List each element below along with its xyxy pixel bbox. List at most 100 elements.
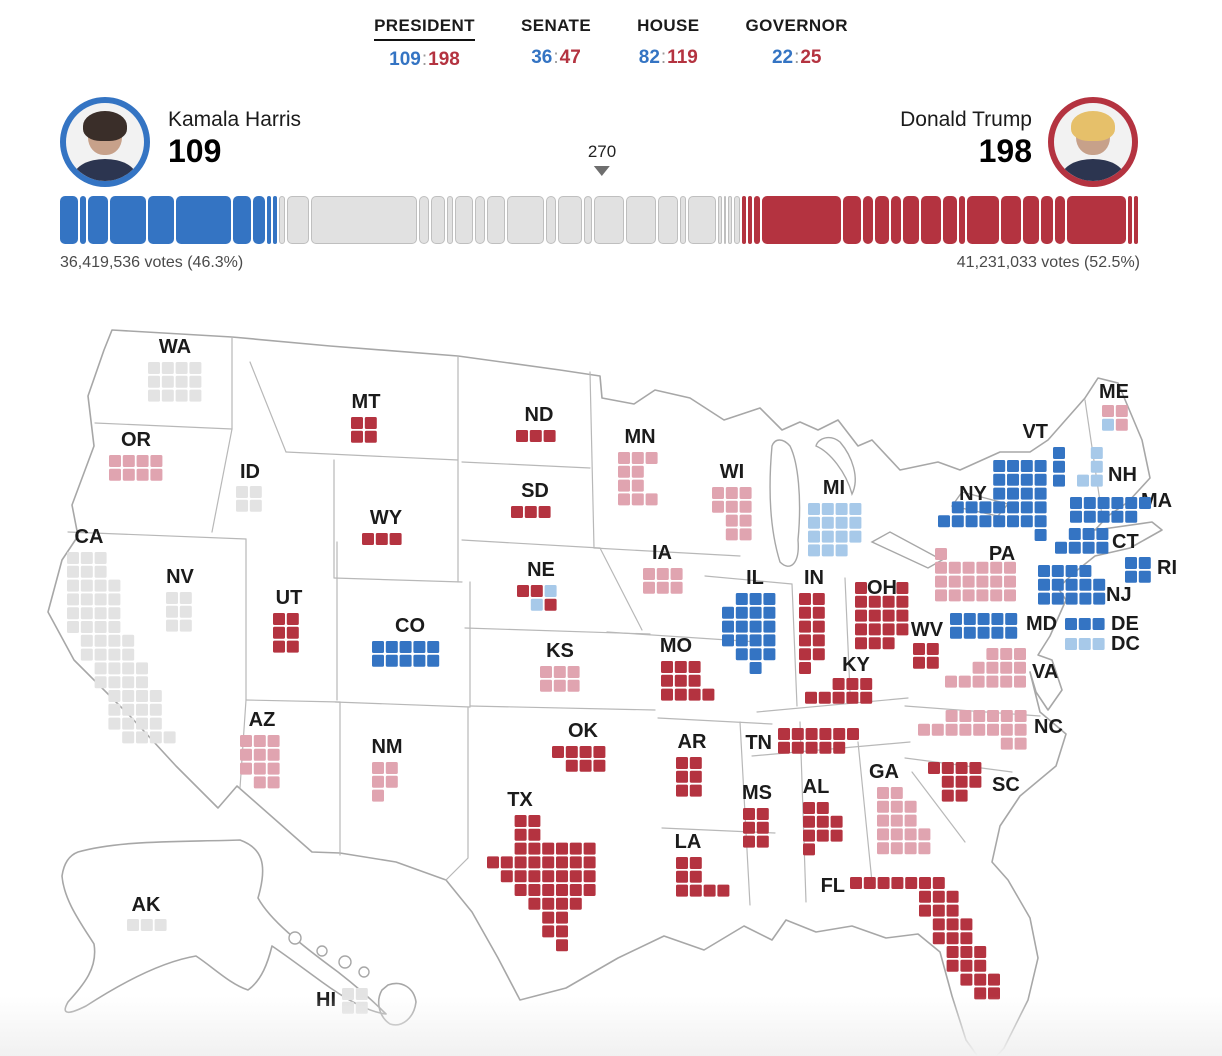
state-fl[interactable]: FL [821,875,1000,1000]
governor-score: 22:25 [771,47,822,68]
state-label-oh: OH [867,577,897,599]
state-ca[interactable]: CA [67,526,176,744]
ev-square [149,717,162,730]
state-nm[interactable]: NM [371,736,403,802]
ev-square [528,842,541,855]
state-mt[interactable]: MT [351,391,380,443]
state-de[interactable]: DE [1065,613,1139,635]
senate-score: 36:47 [531,47,581,68]
state-ri[interactable]: RI [1125,557,1177,583]
state-mo[interactable]: MO [660,635,715,701]
state-oh[interactable]: OH [855,577,909,650]
ev-square [986,661,999,674]
state-ut[interactable]: UT [273,587,302,653]
state-id[interactable]: ID [236,461,262,512]
ev-square [342,1001,354,1014]
state-sd[interactable]: SD [511,480,551,518]
ev-square [1138,557,1151,569]
ev-square [593,759,606,772]
ev-square [362,533,374,545]
ev-square [631,465,644,478]
ev-square [960,918,973,931]
state-la[interactable]: LA [675,831,730,897]
state-ky[interactable]: KY [805,654,873,704]
ev-square [965,515,978,528]
state-nv[interactable]: NV [166,566,195,632]
state-label-ar: AR [678,731,707,753]
state-md[interactable]: MD [950,613,1057,639]
state-me[interactable]: ME [1099,381,1129,431]
state-dc[interactable]: DC [1065,633,1140,655]
ev-square [1007,501,1019,514]
state-nj[interactable]: NJ [1038,565,1132,606]
state-ks[interactable]: KS [540,640,580,692]
state-ma[interactable]: MA [1070,490,1172,523]
state-ms[interactable]: MS [742,782,772,848]
ev-square [993,501,1006,514]
ev-square [1083,497,1096,509]
ev-square [500,870,513,883]
state-wy[interactable]: WY [362,507,403,545]
state-nd[interactable]: ND [516,404,556,442]
ev-square [835,530,848,543]
state-co[interactable]: CO [372,615,440,667]
ev-square [544,585,557,597]
ev-square [890,828,903,841]
state-wa[interactable]: WA [148,336,202,402]
ev-bar-segment [1055,196,1066,244]
ev-square [670,581,683,594]
state-nc[interactable]: NC [918,710,1063,750]
ev-square [805,691,817,704]
state-sc[interactable]: SC [928,762,1020,802]
ev-square [556,856,568,869]
ev-square [832,691,845,704]
state-ny[interactable]: NY [938,460,1047,541]
state-ar[interactable]: AR [676,731,707,797]
state-ct[interactable]: CT [1055,528,1139,554]
ev-square [913,656,925,669]
ev-square [286,640,299,653]
tab-governor[interactable]: GOVERNOR 22:25 [746,16,848,71]
ev-square [528,828,541,841]
ev-square [749,606,762,619]
state-mn[interactable]: MN [618,426,658,506]
state-tx[interactable]: TX [487,789,596,952]
ev-square [749,648,762,661]
state-az[interactable]: AZ [240,709,280,789]
state-in[interactable]: IN [799,567,825,674]
ev-square [847,728,859,740]
ev-square [583,856,596,869]
ev-square [122,703,135,716]
state-hi[interactable]: HI [316,988,368,1014]
state-or[interactable]: OR [109,429,163,481]
ev-square [556,911,568,924]
ev-bar-segment [742,196,747,244]
state-pa[interactable]: PA [935,543,1016,602]
ev-square [1051,565,1064,577]
state-tn[interactable]: TN [745,728,859,754]
state-mi[interactable]: MI [808,477,862,557]
tab-president[interactable]: PRESIDENT 109:198 [374,16,475,71]
state-ia[interactable]: IA [643,542,683,594]
state-il[interactable]: IL [722,567,776,674]
state-ak[interactable]: AK [127,894,167,931]
state-ga[interactable]: GA [869,761,931,855]
ev-square [148,362,160,374]
ev-square [108,690,121,702]
state-label-nj: NJ [1106,584,1132,606]
state-va[interactable]: VA [945,648,1058,688]
state-label-ct: CT [1112,531,1139,553]
state-wv[interactable]: WV [911,619,944,669]
ev-square [819,728,832,740]
state-wi[interactable]: WI [712,461,752,541]
state-al[interactable]: AL [803,776,843,856]
state-vt[interactable]: VT [1022,421,1065,487]
state-ne[interactable]: NE [517,559,557,611]
state-ok[interactable]: OK [552,720,606,772]
state-nh[interactable]: NH [1077,447,1137,487]
ev-square [963,626,976,639]
ev-square [739,528,752,541]
tab-house[interactable]: HOUSE 82:119 [637,16,699,71]
ev-square [931,723,944,736]
tab-senate[interactable]: SENATE 36:47 [521,16,591,71]
